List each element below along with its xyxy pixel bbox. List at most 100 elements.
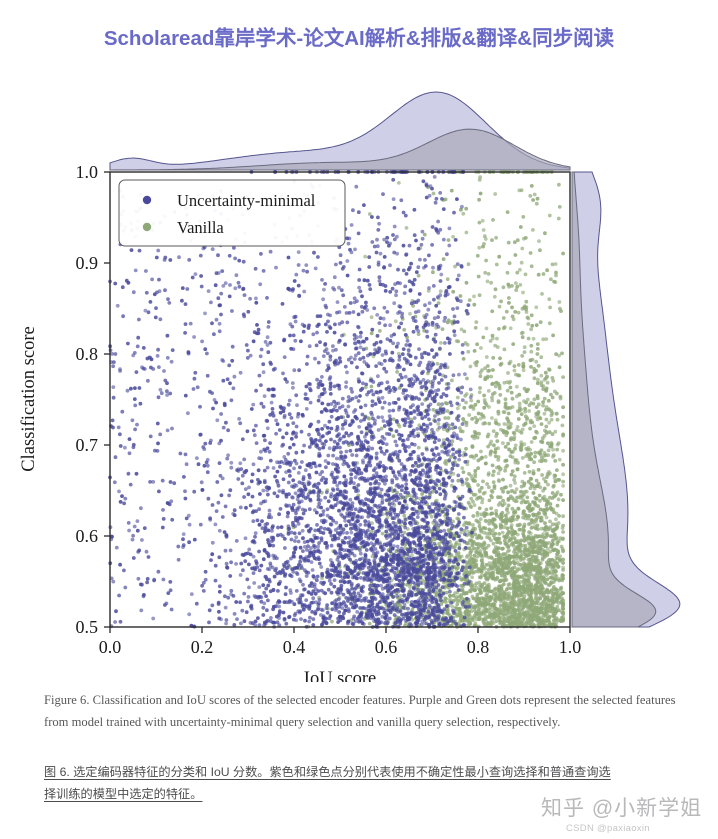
scatter-point — [399, 198, 404, 203]
scatter-point — [324, 465, 328, 470]
scatter-point — [479, 512, 484, 517]
scatter-point — [463, 460, 468, 464]
scatter-point — [469, 496, 474, 501]
scatter-point — [269, 400, 274, 405]
scatter-point — [553, 479, 558, 484]
scatter-point — [507, 296, 511, 300]
scatter-point — [559, 309, 563, 313]
scatter-point — [522, 350, 527, 354]
scatter-point — [480, 218, 485, 223]
scatter-point — [499, 361, 504, 366]
scatter-point — [427, 495, 432, 500]
scatter-point — [266, 350, 271, 355]
scatter-point — [387, 414, 392, 418]
scatter-point — [465, 376, 469, 381]
scatter-point — [391, 434, 396, 438]
scatter-point — [162, 258, 167, 262]
scatter-point — [328, 381, 333, 386]
scatter-point — [515, 384, 519, 389]
scatter-point — [110, 418, 115, 423]
scatter-point — [496, 587, 501, 592]
scatter-point — [480, 455, 484, 460]
scatter-point — [556, 216, 561, 221]
scatter-point — [542, 411, 547, 416]
scatter-point — [481, 479, 485, 484]
scatter-point — [420, 416, 425, 421]
scatter-point — [490, 519, 495, 524]
scatter-point — [521, 368, 526, 373]
scatter-point — [268, 340, 273, 345]
scatter-point — [537, 493, 542, 498]
scatter-point — [192, 335, 197, 339]
scatter-point — [432, 297, 436, 302]
scatter-point — [542, 550, 547, 555]
scatter-point — [501, 285, 506, 290]
scatter-point — [470, 444, 475, 448]
scatter-point — [438, 191, 443, 195]
scatter-point — [445, 409, 450, 413]
scatter-point — [326, 402, 331, 407]
scatter-point — [475, 418, 480, 423]
scatter-point — [499, 578, 503, 583]
scatter-point — [541, 403, 545, 408]
scatter-point — [326, 453, 331, 458]
scatter-point — [553, 611, 558, 616]
scatter-point — [554, 560, 558, 565]
scatter-point — [513, 578, 518, 583]
scatter-point — [192, 376, 197, 381]
scatter-point — [520, 605, 525, 609]
scatter-point — [426, 289, 431, 293]
scatter-point — [392, 537, 396, 541]
scatter-point — [537, 415, 542, 419]
scatter-point — [316, 544, 320, 549]
scatter-point — [478, 175, 482, 180]
scatter-point — [561, 561, 565, 565]
scatter-point — [481, 228, 486, 232]
scatter-point — [535, 381, 540, 386]
scatter-point — [363, 439, 368, 443]
scatter-point — [555, 552, 560, 556]
scatter-point — [443, 416, 448, 420]
scatter-point — [475, 513, 480, 518]
scatter-point — [437, 486, 442, 491]
scatter-point — [549, 413, 554, 418]
scatter-point — [479, 346, 483, 350]
scatter-point — [432, 316, 437, 321]
scatter-point — [486, 602, 491, 607]
scatter-point — [340, 404, 345, 409]
scatter-point — [477, 220, 482, 225]
scatter-point — [455, 306, 460, 310]
scatter-point — [540, 436, 545, 441]
scatter-point — [248, 620, 253, 625]
scatter-point — [513, 481, 517, 485]
scatter-point — [198, 404, 202, 409]
scatter-point — [514, 591, 518, 595]
scatter-point — [497, 304, 502, 309]
scatter-point — [183, 496, 188, 501]
scatter-point — [312, 250, 316, 255]
scatter-point — [536, 467, 541, 472]
scatter-point — [533, 454, 537, 459]
scatter-point — [266, 598, 270, 603]
scatter-point — [551, 542, 555, 547]
scatter-point — [544, 606, 549, 610]
scatter-point — [307, 619, 311, 624]
scatter-point — [561, 601, 565, 606]
scatter-point — [256, 468, 261, 473]
scatter-point — [469, 609, 474, 614]
scatter-point — [455, 277, 460, 282]
scatter-point — [380, 353, 385, 357]
scatter-point — [483, 586, 488, 591]
scatter-point — [332, 439, 337, 444]
scatter-point — [516, 514, 520, 519]
scatter-point — [544, 515, 549, 520]
scatter-point — [517, 620, 522, 625]
scatter-point — [461, 417, 465, 421]
scatter-point — [452, 314, 457, 319]
scatter-point — [532, 460, 536, 465]
scatter-point — [483, 366, 487, 371]
scatter-point — [512, 437, 516, 442]
scatter-point — [491, 533, 496, 538]
scatter-point — [548, 534, 553, 538]
scatter-point — [529, 343, 534, 348]
